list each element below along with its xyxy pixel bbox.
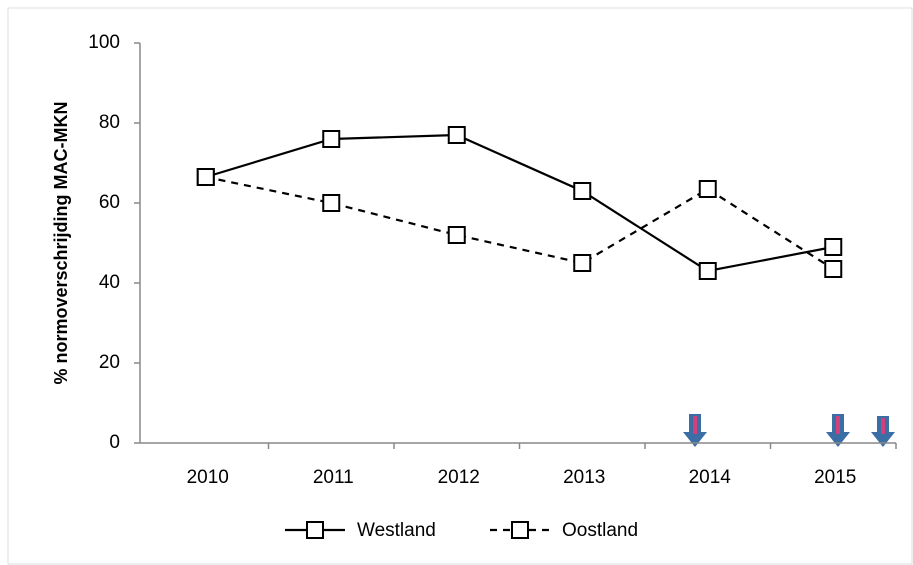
marker xyxy=(698,262,717,280)
y-tick-label: 0 xyxy=(109,432,120,453)
arrow xyxy=(871,416,895,447)
marker xyxy=(573,254,592,272)
line xyxy=(205,133,834,273)
frame xyxy=(7,7,913,565)
legend-label: Westland xyxy=(357,520,436,541)
marker xyxy=(196,168,215,186)
y-tick-label: 100 xyxy=(88,32,120,53)
marker xyxy=(824,238,843,256)
arrow xyxy=(683,414,707,447)
marker xyxy=(322,130,341,148)
marker xyxy=(511,521,529,539)
x-tick-label: 2013 xyxy=(563,467,605,488)
arrow xyxy=(826,414,850,447)
marker xyxy=(824,260,843,278)
marker xyxy=(573,182,592,200)
y-axis-label: % normoverschrijding MAC-MKN xyxy=(51,101,71,384)
line xyxy=(205,175,834,270)
x-tick-label: 2012 xyxy=(438,467,480,488)
y-tick-label: 60 xyxy=(99,192,120,213)
y-tick-label: 40 xyxy=(99,272,120,293)
marker xyxy=(306,521,324,539)
x-tick-label: 2015 xyxy=(814,467,856,488)
x-tick-label: 2010 xyxy=(187,467,229,488)
y-tick-label: 20 xyxy=(99,352,120,373)
arrows xyxy=(683,414,895,447)
marker xyxy=(447,126,466,144)
marker xyxy=(698,180,717,198)
x-tick-label: 2011 xyxy=(313,467,354,488)
y-tick-label: 80 xyxy=(99,112,120,133)
legend-label: Oostland xyxy=(562,520,638,541)
x-tick-label: 2014 xyxy=(689,467,732,488)
marker xyxy=(447,226,466,244)
marker xyxy=(322,194,341,212)
